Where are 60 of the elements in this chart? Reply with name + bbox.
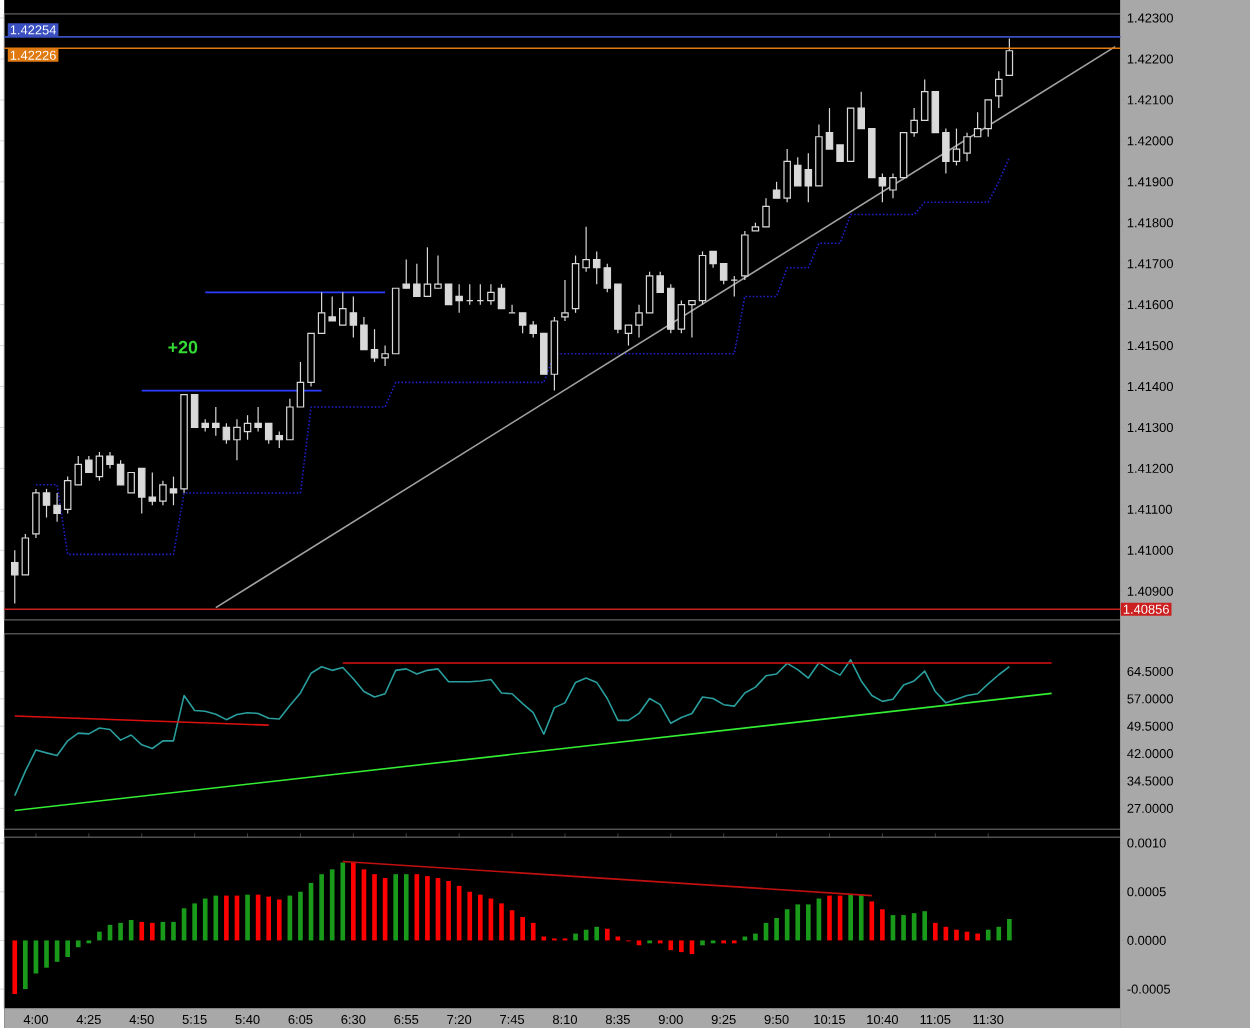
bar [679, 940, 684, 952]
bar [827, 895, 832, 941]
bar [753, 933, 758, 941]
bar [202, 898, 208, 941]
bar [44, 940, 49, 968]
candlestick [741, 230, 749, 281]
bar [245, 894, 250, 941]
bar [795, 904, 801, 941]
candlestick [561, 279, 569, 322]
bar [319, 873, 324, 941]
bar [573, 933, 578, 941]
candlestick [1005, 37, 1014, 76]
bar [954, 929, 959, 941]
bar [700, 940, 705, 946]
bar [594, 926, 600, 941]
bar [23, 940, 28, 989]
bar [393, 873, 399, 941]
bar [520, 916, 525, 941]
bar [65, 940, 71, 957]
bar [266, 896, 272, 941]
bar [880, 909, 885, 941]
bar [604, 928, 610, 941]
bar [848, 894, 853, 941]
bar [530, 922, 536, 941]
bar [446, 880, 451, 941]
bar [139, 921, 145, 941]
annotation: +20 [168, 340, 198, 354]
bar [869, 901, 875, 941]
bar [329, 869, 335, 941]
bar [118, 922, 123, 941]
bar [351, 862, 356, 941]
bar [149, 922, 155, 941]
bar [985, 929, 991, 941]
bar [467, 891, 473, 941]
bar [403, 873, 409, 941]
bar [499, 903, 504, 941]
bar [298, 891, 303, 941]
candlestick [995, 70, 1003, 109]
bar [478, 894, 483, 941]
bar [932, 922, 938, 941]
bar [1007, 918, 1012, 941]
bar [922, 910, 928, 941]
bar [192, 903, 197, 941]
bar [975, 933, 980, 941]
bar [213, 895, 219, 941]
bar [996, 926, 1002, 941]
bar [224, 895, 229, 941]
bar [774, 917, 779, 941]
bar [171, 921, 176, 941]
bar [668, 940, 674, 950]
bar [75, 940, 81, 947]
bar [12, 940, 18, 994]
bar [806, 904, 811, 941]
bar [425, 875, 430, 941]
bar [276, 899, 282, 941]
bar [372, 873, 377, 941]
bar [858, 894, 864, 941]
bar [340, 862, 346, 941]
bar [97, 931, 102, 941]
bar [901, 914, 906, 941]
